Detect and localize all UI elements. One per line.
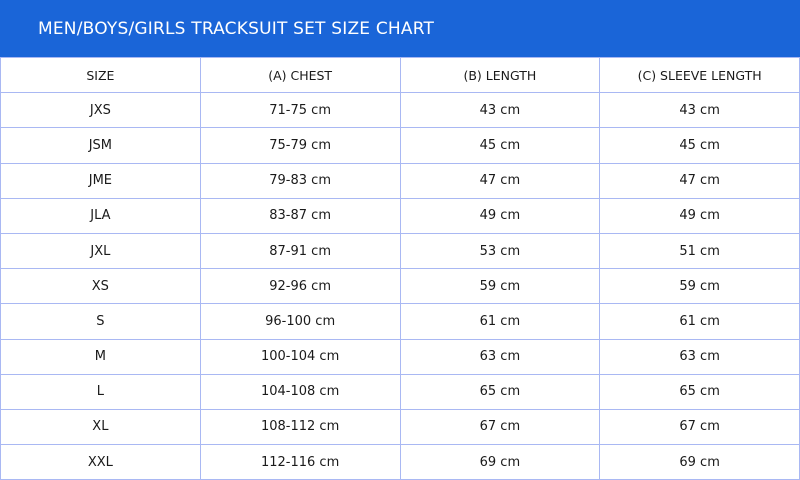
- table-header-row: SIZE (A) CHEST (B) LENGTH (C) SLEEVE LENGTH: [0, 56, 800, 94]
- table-cell: 45 cm: [399, 127, 601, 164]
- table-cell: 104-108 cm: [199, 373, 401, 410]
- table-cell: 63 cm: [599, 338, 800, 375]
- table-cell: JXS: [0, 92, 201, 129]
- table-cell: 49 cm: [599, 197, 800, 234]
- table-cell: 51 cm: [599, 232, 800, 270]
- table-cell: 53 cm: [399, 232, 601, 270]
- table-cell: 112-116 cm: [199, 444, 401, 480]
- table-row: JXL 87-91 cm 53 cm 51 cm: [0, 232, 800, 270]
- table-cell: L: [0, 373, 201, 410]
- table-cell: 69 cm: [599, 444, 800, 480]
- table-row: XXL 112-116 cm 69 cm 69 cm: [0, 444, 800, 480]
- table-row: JME 79-83 cm 47 cm 47 cm: [0, 162, 800, 199]
- table-cell: 65 cm: [599, 373, 800, 410]
- table-cell: 79-83 cm: [199, 162, 401, 199]
- table-cell: 83-87 cm: [199, 197, 401, 234]
- table-cell: M: [0, 338, 201, 375]
- table-cell: 69 cm: [399, 444, 601, 480]
- table-row: JXS 71-75 cm 43 cm 43 cm: [0, 92, 800, 129]
- table-cell: 67 cm: [599, 408, 800, 446]
- table-row: XS 92-96 cm 59 cm 59 cm: [0, 268, 800, 305]
- table-cell: XXL: [0, 444, 201, 480]
- column-header: (A) CHEST: [199, 56, 401, 94]
- table-cell: JME: [0, 162, 201, 199]
- table-cell: 65 cm: [399, 373, 601, 410]
- table-cell: 75-79 cm: [199, 127, 401, 164]
- table-cell: 61 cm: [399, 303, 601, 340]
- table-cell: JLA: [0, 197, 201, 234]
- table-cell: JSM: [0, 127, 201, 164]
- chart-title: MEN/BOYS/GIRLS TRACKSUIT SET SIZE CHART: [38, 18, 435, 39]
- chart-title-banner: MEN/BOYS/GIRLS TRACKSUIT SET SIZE CHART: [0, 0, 800, 57]
- table-row: JSM 75-79 cm 45 cm 45 cm: [0, 127, 800, 164]
- table-cell: 47 cm: [399, 162, 601, 199]
- table-cell: 100-104 cm: [199, 338, 401, 375]
- table-row: M 100-104 cm 63 cm 63 cm: [0, 338, 800, 375]
- column-header: (C) SLEEVE LENGTH: [599, 56, 800, 94]
- table-row: S 96-100 cm 61 cm 61 cm: [0, 303, 800, 340]
- table-cell: 45 cm: [599, 127, 800, 164]
- column-header: (B) LENGTH: [399, 56, 601, 94]
- table-cell: 63 cm: [399, 338, 601, 375]
- table-cell: S: [0, 303, 201, 340]
- table-row: XL 108-112 cm 67 cm 67 cm: [0, 408, 800, 446]
- table-cell: XL: [0, 408, 201, 446]
- table-cell: 59 cm: [399, 268, 601, 305]
- size-chart-table: SIZE (A) CHEST (B) LENGTH (C) SLEEVE LENGTH…: [0, 56, 800, 480]
- table-cell: 49 cm: [399, 197, 601, 234]
- table-row: L 104-108 cm 65 cm 65 cm: [0, 373, 800, 410]
- table-cell: 67 cm: [399, 408, 601, 446]
- table-cell: 43 cm: [399, 92, 601, 129]
- table-cell: 47 cm: [599, 162, 800, 199]
- table-cell: 61 cm: [599, 303, 800, 340]
- table-cell: 108-112 cm: [199, 408, 401, 446]
- table-cell: 71-75 cm: [199, 92, 401, 129]
- column-header: SIZE: [0, 56, 201, 94]
- table-cell: 43 cm: [599, 92, 800, 129]
- table-cell: 59 cm: [599, 268, 800, 305]
- table-cell: 96-100 cm: [199, 303, 401, 340]
- table-cell: 92-96 cm: [199, 268, 401, 305]
- table-cell: JXL: [0, 232, 201, 270]
- table-cell: 87-91 cm: [199, 232, 401, 270]
- table-row: JLA 83-87 cm 49 cm 49 cm: [0, 197, 800, 234]
- table-cell: XS: [0, 268, 201, 305]
